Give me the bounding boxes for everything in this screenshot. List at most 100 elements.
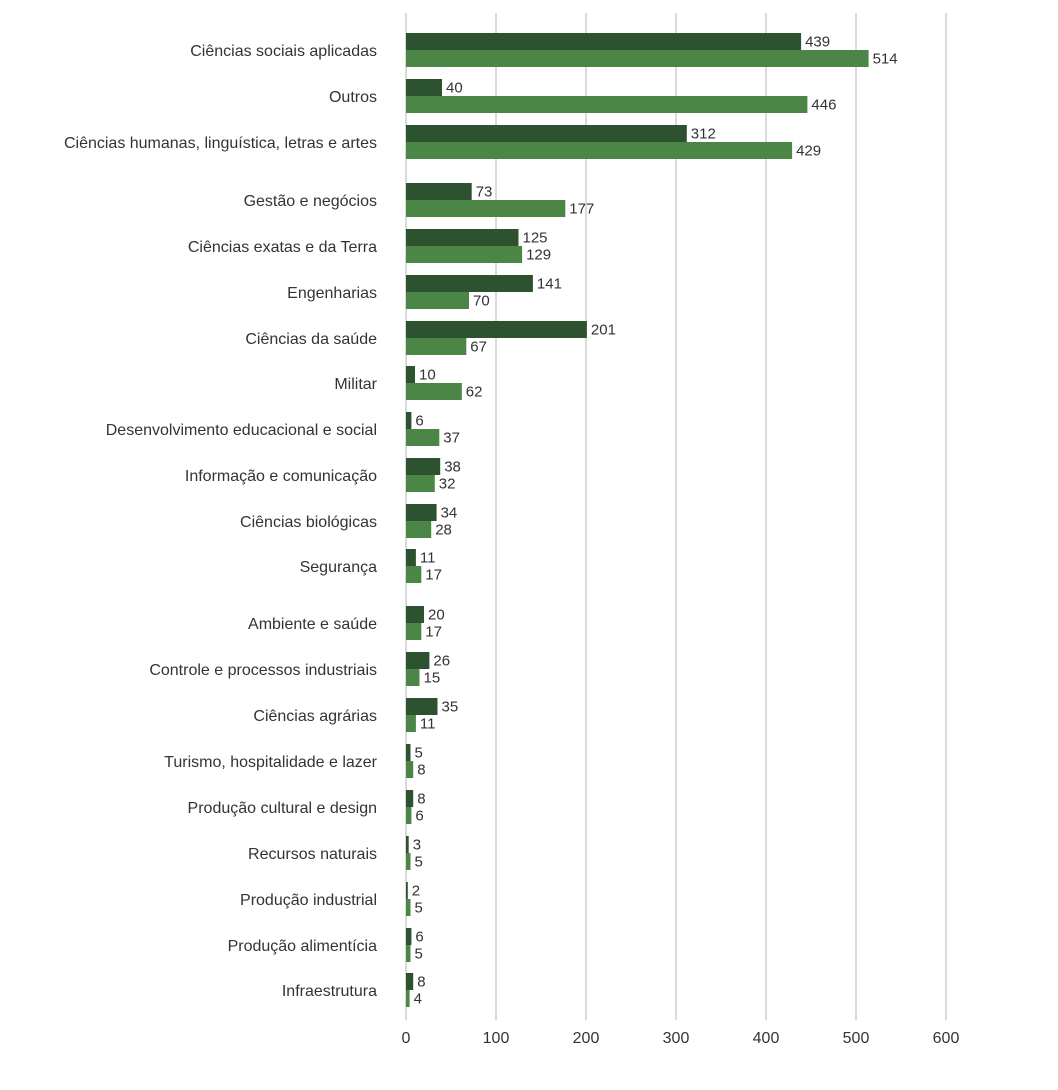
bar-series-2 [406,246,523,263]
data-label: 177 [569,201,594,218]
data-label: 73 [476,184,493,201]
data-label: 35 [442,699,459,716]
data-label: 17 [425,624,442,641]
category-label: Produção alimentícia [228,938,378,955]
data-label: 5 [415,900,423,917]
bar-series-2 [406,383,462,400]
data-label: 38 [444,459,461,476]
x-tick-label: 200 [573,1030,600,1047]
data-label: 201 [591,322,616,339]
data-label: 2 [412,883,420,900]
bar-series-2 [406,623,422,640]
data-label: 439 [805,34,830,51]
category-label: Ciências biológicas [240,514,377,531]
data-label: 5 [415,854,423,871]
bar-series-2 [406,292,469,309]
data-label: 40 [446,80,463,97]
x-tick-label: 0 [402,1030,411,1047]
bar-series-2 [406,200,566,217]
data-label: 4 [414,991,422,1008]
x-tick-label: 500 [843,1030,870,1047]
bar-series-1 [406,504,437,521]
bar-series-1 [406,412,412,429]
x-tick-label: 400 [753,1030,780,1047]
category-label: Ciências exatas e da Terra [188,239,377,256]
category-label: Controle e processos industriais [149,662,377,679]
bar-series-1 [406,321,587,338]
data-label: 26 [433,653,450,670]
bar-series-1 [406,928,412,945]
bar-series-1 [406,698,438,715]
bar-series-1 [406,229,519,246]
bar-series-2 [406,990,410,1007]
bar-series-2 [406,807,412,824]
data-label: 20 [428,607,445,624]
category-label: Ciências da saúde [245,331,377,348]
bar-series-1 [406,275,533,292]
category-label: Informação e comunicação [185,468,377,485]
category-label: Turismo, hospitalidade e lazer [164,754,378,771]
category-label: Ambiente e saúde [248,616,377,633]
bar-series-2 [406,715,416,732]
bar-series-2 [406,429,440,446]
bar-series-2 [406,669,420,686]
data-label: 28 [435,522,452,539]
category-label: Ciências humanas, linguística, letras e … [64,135,377,152]
bar-series-1 [406,882,408,899]
x-tick-label: 300 [663,1030,690,1047]
bar-series-1 [406,744,411,761]
category-label: Ciências sociais aplicadas [190,43,377,60]
data-label: 8 [417,762,425,779]
bar-series-1 [406,366,415,383]
category-label: Produção cultural e design [188,800,377,817]
bar-series-1 [406,79,442,96]
bar-series-1 [406,458,441,475]
data-label: 429 [796,143,821,160]
data-label: 6 [415,413,423,430]
bar-series-1 [406,606,424,623]
category-label: Engenharias [287,285,377,302]
data-label: 11 [420,716,436,733]
data-label: 5 [415,946,423,963]
data-label: 34 [441,505,458,522]
data-label: 129 [526,247,551,264]
data-label: 514 [873,51,898,68]
category-label: Ciências agrárias [253,708,377,725]
data-label: 67 [470,339,487,356]
category-label: Desenvolvimento educacional e social [106,422,377,439]
category-label: Produção industrial [240,892,377,909]
bar-series-2 [406,853,411,870]
category-label: Gestão e negócios [244,193,377,210]
labels: 0 100 200 300 400 500 600 439 514 Ciências sociai… [64,34,959,1048]
bar-series-2 [406,50,869,67]
data-label: 8 [417,791,425,808]
x-tick-label: 100 [483,1030,510,1047]
bar-series-2 [406,338,467,355]
bar-series-1 [406,125,687,142]
data-label: 15 [424,670,441,687]
bar-series-2 [406,521,432,538]
data-label: 11 [420,550,436,567]
category-label: Militar [334,376,377,393]
data-label: 10 [419,367,436,384]
category-label: Infraestrutura [282,983,377,1000]
bar-series-2 [406,475,435,492]
bars [406,33,869,1007]
bar-series-1 [406,836,409,853]
data-label: 70 [473,293,490,310]
data-label: 37 [443,430,460,447]
x-tick-label: 600 [933,1030,960,1047]
category-label: Segurança [300,559,377,576]
data-label: 3 [413,837,421,854]
bar-series-2 [406,945,411,962]
bar-series-2 [406,142,793,159]
data-label: 6 [415,808,423,825]
data-label: 125 [523,230,548,247]
data-label: 312 [691,126,716,143]
bar-series-1 [406,549,416,566]
bar-series-2 [406,96,808,113]
data-label: 17 [425,567,442,584]
bar-series-2 [406,899,411,916]
data-label: 62 [466,384,483,401]
